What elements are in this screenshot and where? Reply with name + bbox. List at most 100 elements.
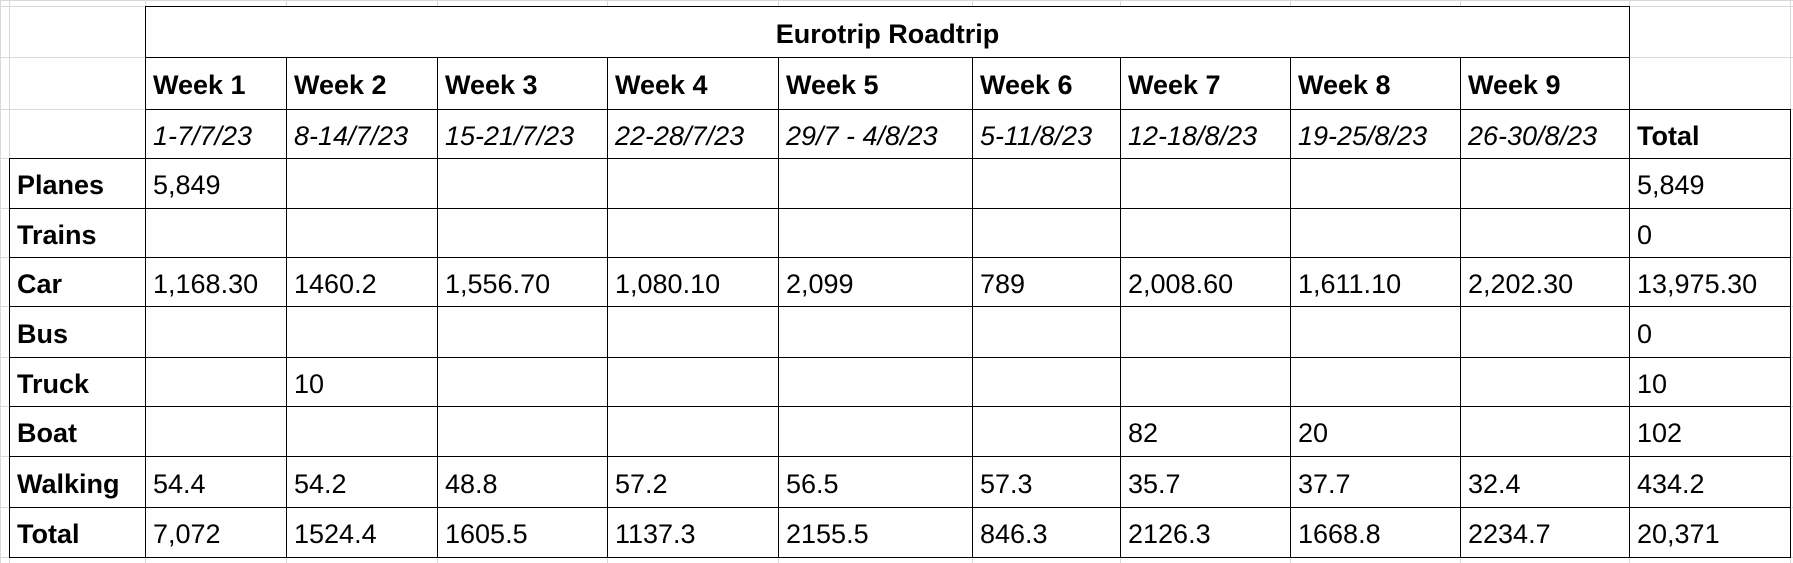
date-range: 1-7/7/23 [145,109,287,159]
value-cell: 789 [972,257,1121,307]
row-label: Bus [9,306,146,358]
value-cell [1290,158,1461,209]
row-total: 10 [1629,357,1791,407]
value-cell: 56.5 [778,456,973,508]
value-cell [1120,208,1291,258]
value-cell: 1668.8 [1290,507,1461,558]
row-total: 102 [1629,406,1791,457]
total-header: Total [1629,109,1791,159]
value-cell [1460,208,1630,258]
value-cell [437,158,608,209]
value-cell [607,357,779,407]
value-cell [1290,357,1461,407]
value-cell [286,406,438,457]
week-header: Week 3 [437,57,608,110]
value-cell [778,357,973,407]
value-cell [972,406,1121,457]
value-cell [1120,306,1291,358]
value-cell [607,406,779,457]
row-label: Trains [9,208,146,258]
week-header: Week 9 [1460,57,1630,110]
value-cell: 82 [1120,406,1291,457]
value-cell [607,306,779,358]
week-header: Week 1 [145,57,287,110]
row-total: 5,849 [1629,158,1791,209]
value-cell [778,306,973,358]
value-cell [1290,306,1461,358]
value-cell [1120,158,1291,209]
value-cell [145,306,287,358]
value-cell [972,306,1121,358]
value-cell: 54.4 [145,456,287,508]
value-cell [972,208,1121,258]
value-cell [778,208,973,258]
value-cell: 48.8 [437,456,608,508]
date-range: 5-11/8/23 [972,109,1121,159]
value-cell: 35.7 [1120,456,1291,508]
date-range: 26-30/8/23 [1460,109,1630,159]
value-cell [778,406,973,457]
value-cell [286,158,438,209]
grid-line-h [0,0,1793,1]
value-cell [1460,158,1630,209]
week-header: Week 4 [607,57,779,110]
value-cell: 1605.5 [437,507,608,558]
date-range: 22-28/7/23 [607,109,779,159]
date-range: 12-18/8/23 [1120,109,1291,159]
value-cell [437,357,608,407]
week-header: Week 7 [1120,57,1291,110]
value-cell: 2,099 [778,257,973,307]
value-cell: 57.2 [607,456,779,508]
date-range: 8-14/7/23 [286,109,438,159]
value-cell: 32.4 [1460,456,1630,508]
value-cell: 1,080.10 [607,257,779,307]
week-header: Week 5 [778,57,973,110]
row-total: 20,371 [1629,507,1791,558]
value-cell: 2,202.30 [1460,257,1630,307]
value-cell [286,208,438,258]
value-cell [145,357,287,407]
value-cell: 1,611.10 [1290,257,1461,307]
date-range: 19-25/8/23 [1290,109,1461,159]
value-cell [437,406,608,457]
value-cell: 2,008.60 [1120,257,1291,307]
date-range: 15-21/7/23 [437,109,608,159]
value-cell [1460,406,1630,457]
value-cell: 846.3 [972,507,1121,558]
value-cell: 2234.7 [1460,507,1630,558]
row-total: 0 [1629,208,1791,258]
value-cell: 54.2 [286,456,438,508]
value-cell: 2126.3 [1120,507,1291,558]
value-cell [437,306,608,358]
date-range: 29/7 - 4/8/23 [778,109,973,159]
value-cell [972,158,1121,209]
row-label: Total [9,507,146,558]
week-header: Week 6 [972,57,1121,110]
value-cell [437,208,608,258]
value-cell: 20 [1290,406,1461,457]
value-cell [1120,357,1291,407]
value-cell: 57.3 [972,456,1121,508]
table-title: Eurotrip Roadtrip [145,6,1630,58]
value-cell [286,306,438,358]
grid-line-v [0,0,1,563]
value-cell: 1137.3 [607,507,779,558]
value-cell: 1460.2 [286,257,438,307]
value-cell: 37.7 [1290,456,1461,508]
value-cell [1460,357,1630,407]
value-cell [1290,208,1461,258]
value-cell: 5,849 [145,158,287,209]
value-cell: 1,556.70 [437,257,608,307]
row-label: Walking [9,456,146,508]
row-total: 13,975.30 [1629,257,1791,307]
value-cell [607,158,779,209]
value-cell: 2155.5 [778,507,973,558]
week-header: Week 2 [286,57,438,110]
value-cell [972,357,1121,407]
value-cell: 10 [286,357,438,407]
row-total: 434.2 [1629,456,1791,508]
value-cell: 1,168.30 [145,257,287,307]
row-label: Planes [9,158,146,209]
value-cell: 7,072 [145,507,287,558]
